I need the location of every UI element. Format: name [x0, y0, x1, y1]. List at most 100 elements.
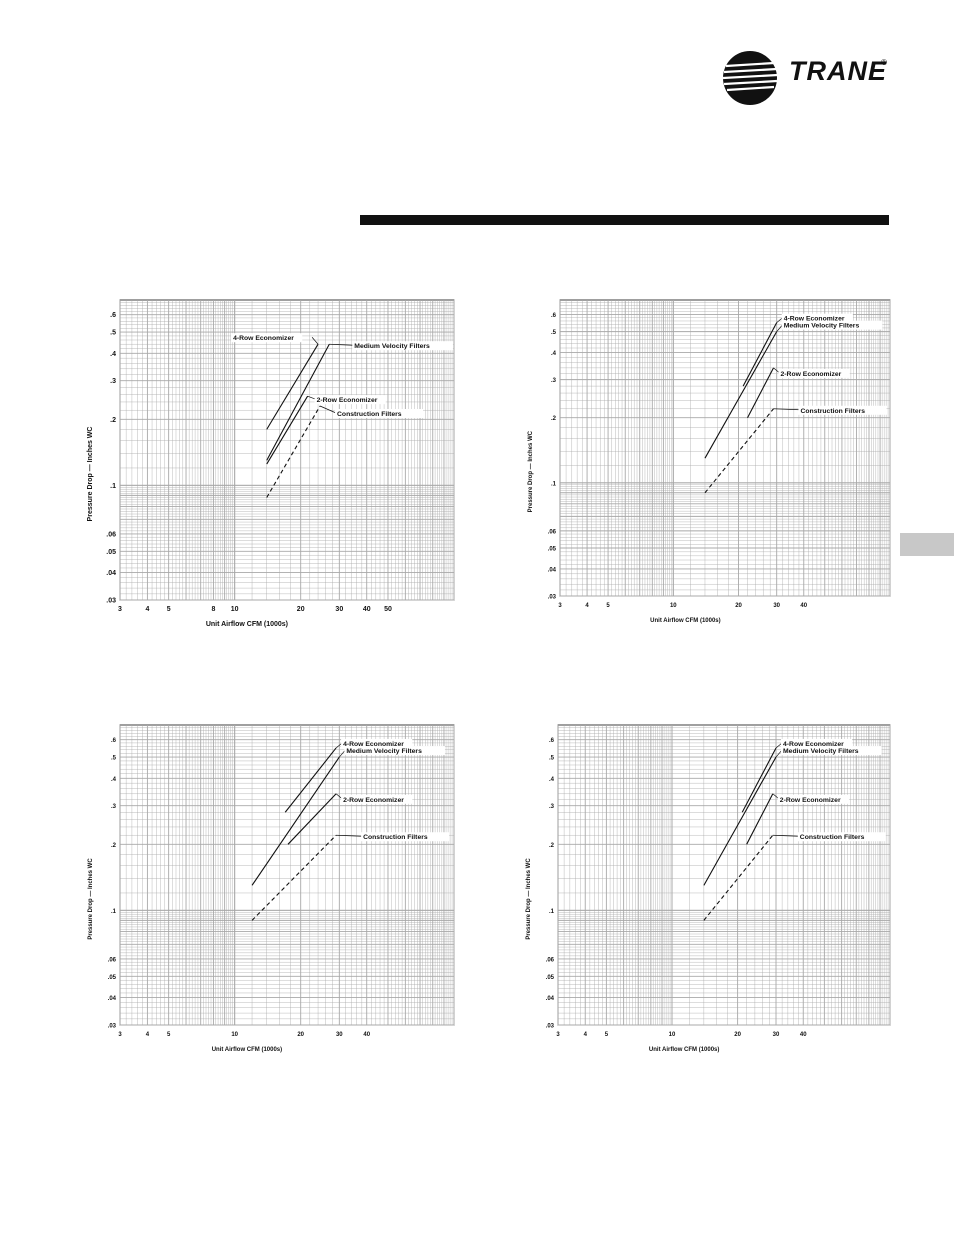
y-tick-label: .04: [546, 996, 555, 1002]
series-label: 4-Row Economizer: [233, 335, 294, 342]
y-tick-label: .06: [548, 529, 557, 535]
x-axis-label: Unit Airflow CFM (1000s): [649, 1047, 719, 1053]
y-tick-label: .3: [549, 804, 555, 810]
series-label-bg: [344, 746, 445, 756]
series-line: [703, 756, 777, 886]
x-tick-label: 40: [800, 603, 807, 609]
y-tick-label: .1: [110, 483, 116, 490]
series-line: [704, 331, 778, 459]
series-label-bg: [341, 738, 413, 748]
series-label: 2-Row Economizer: [317, 397, 378, 404]
series-label-bg: [335, 409, 424, 419]
y-tick-label: .6: [551, 313, 557, 319]
x-tick-label: 3: [558, 603, 562, 609]
series-leader: [311, 336, 319, 345]
series-label-bg: [341, 794, 413, 804]
x-tick-label: 20: [297, 1032, 304, 1038]
section-tab: [900, 533, 954, 556]
series-label-bg: [798, 405, 887, 415]
pressure-drop-chart-1: .6 .5 .4 .3 .2 .1 .06 .05 .04 .033 4 5 8 10 20 30 40 50 Un…: [87, 299, 455, 628]
pressure-drop-chart-4: .6 .5 .4 .3 .2 .1 .06 .05 .04 .033 4 5 10 20 30 40 Unit …: [526, 724, 891, 1053]
series-leader: [776, 324, 783, 332]
gridlines: [557, 725, 891, 1026]
series-label-bg: [781, 738, 853, 748]
series-label: Construction Filters: [363, 834, 428, 841]
y-tick-label: .1: [111, 909, 117, 915]
y-tick-label: .2: [111, 843, 117, 849]
series-label-bg: [778, 368, 850, 378]
y-tick-label: .6: [111, 738, 117, 744]
series-line: [747, 367, 774, 418]
y-tick-label: .04: [106, 570, 116, 577]
series-line: [266, 395, 309, 465]
y-tick-label: .03: [548, 595, 557, 601]
series-label: 2-Row Economizer: [780, 797, 841, 804]
series-label-bg: [361, 832, 450, 842]
series-label: Construction Filters: [801, 408, 866, 415]
series-label-bg: [352, 341, 453, 351]
series-leader: [772, 793, 780, 800]
series-label-bg: [781, 320, 883, 330]
x-tick-label: 3: [118, 606, 122, 613]
y-tick-label: .05: [546, 975, 555, 981]
y-tick-label: .5: [110, 330, 116, 337]
series-line: [287, 793, 337, 845]
x-tick-label: 10: [231, 606, 239, 613]
header-rule: [360, 215, 889, 225]
y-tick-label: .06: [108, 957, 117, 963]
x-tick-label: 40: [363, 606, 371, 613]
y-tick-label: .4: [111, 777, 117, 783]
x-tick-label: 40: [363, 1032, 370, 1038]
y-tick-label: .06: [546, 957, 555, 963]
gridlines: [119, 725, 455, 1026]
x-tick-label: 30: [773, 603, 780, 609]
series-leader: [319, 405, 337, 414]
y-axis-label: Pressure Drop — Inches WC: [87, 427, 94, 522]
brand-wordmark: TRANE: [789, 56, 887, 86]
gridlines: [559, 300, 891, 597]
x-tick-label: 5: [167, 1032, 171, 1038]
trane-logo: [722, 51, 779, 105]
x-tick-label: 30: [335, 606, 343, 613]
series-label: 2-Row Economizer: [343, 797, 404, 804]
y-tick-label: .2: [549, 843, 555, 849]
y-tick-label: .4: [549, 777, 555, 783]
series-leader: [329, 343, 354, 346]
x-tick-label: 10: [670, 603, 677, 609]
x-tick-label: 5: [167, 606, 171, 613]
y-tick-label: .05: [106, 549, 116, 556]
x-tick-label: 40: [800, 1032, 807, 1038]
y-tick-label: .3: [110, 378, 116, 385]
series-label-bg: [314, 395, 386, 405]
y-tick-label: .2: [551, 416, 557, 422]
y-tick-label: .6: [549, 738, 555, 744]
series-label: 4-Row Economizer: [783, 741, 844, 748]
x-tick-label: 30: [336, 1032, 343, 1038]
series-label: Medium Velocity Filters: [783, 748, 859, 755]
series-label: 2-Row Economizer: [781, 371, 842, 378]
series-label: Construction Filters: [800, 834, 865, 841]
x-tick-label: 10: [669, 1032, 676, 1038]
series-line: [266, 343, 319, 430]
y-tick-label: .04: [548, 567, 557, 573]
y-tick-label: .05: [108, 975, 117, 981]
y-tick-label: .06: [106, 531, 116, 538]
gridlines: [119, 300, 455, 601]
x-tick-label: 5: [606, 603, 610, 609]
x-tick-label: 4: [145, 606, 149, 613]
plot-frame: [119, 724, 455, 1026]
x-tick-label: 30: [773, 1032, 780, 1038]
x-axis-label: Unit Airflow CFM (1000s): [212, 1047, 282, 1053]
y-tick-label: .05: [548, 546, 557, 552]
x-tick-label: 20: [734, 1032, 741, 1038]
x-tick-label: 5: [605, 1032, 609, 1038]
y-tick-label: .1: [549, 909, 555, 915]
y-tick-label: .3: [551, 378, 557, 384]
series-leader: [307, 395, 316, 400]
y-tick-label: .04: [108, 996, 117, 1002]
series-label-bg: [781, 313, 853, 323]
series-label: 4-Row Economizer: [343, 741, 404, 748]
series-label: Medium Velocity Filters: [346, 748, 422, 755]
y-tick-label: .5: [551, 330, 557, 336]
pressure-drop-chart-2: .6 .5 .4 .3 .2 .1 .06 .05 .04 .033 4 5 10 20 30 40 Unit …: [528, 299, 891, 624]
